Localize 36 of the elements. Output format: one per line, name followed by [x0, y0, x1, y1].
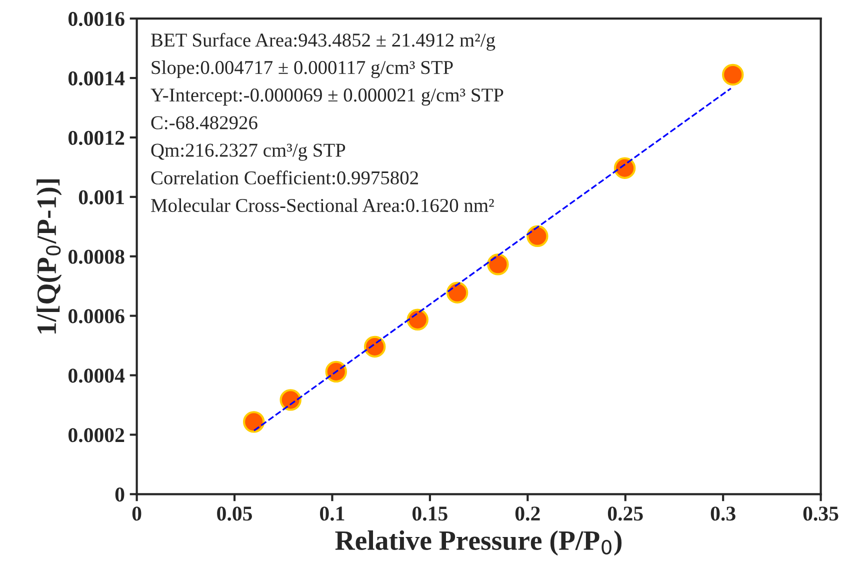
- x-tick-label: 0.15: [412, 506, 448, 521]
- annotation: Y-Intercept:-0.000069 ± 0.000021 g/cm³ STP: [150, 88, 504, 106]
- x-tick-label: 0: [132, 506, 142, 521]
- point: [242, 411, 265, 433]
- annotation: C:-68.482926: [151, 116, 258, 130]
- x-tick-label: 0.25: [608, 506, 643, 521]
- x-axis-title: Relative Pressure (P/P$_{0}$): [335, 530, 622, 556]
- annotation: Qm:216.2327 cm³/g STP: [151, 144, 346, 161]
- annotation: Molecular Cross-Sectional Area:0.1620 nm²: [151, 198, 494, 212]
- point: [487, 254, 509, 276]
- point: [406, 308, 428, 331]
- x-tick-label: 0.2: [515, 506, 540, 521]
- point: [526, 225, 548, 248]
- y-tick-label: 0.001: [78, 190, 124, 204]
- point: [446, 282, 468, 304]
- y-tick-label: 0: [115, 488, 124, 502]
- y-tick-label: 0.0002: [68, 428, 124, 442]
- point: [722, 64, 744, 86]
- y-axis-title: 1/[Q(P$_{0}$/P-1)]: [36, 179, 62, 334]
- annotation: Slope:0.004717 ± 0.000117 g/cm³ STP: [152, 60, 453, 78]
- annotation: Correlation Coefficient:0.9975802: [151, 170, 418, 185]
- point: [364, 336, 386, 358]
- annotation: BET Surface Area:943.4852 ± 21.4912 m²/g: [151, 32, 496, 51]
- point: [325, 360, 348, 383]
- y-tick-label: 0.0004: [68, 368, 125, 383]
- x-tick-label: 0.05: [217, 506, 252, 521]
- y-tick-label: 0.0006: [68, 309, 124, 324]
- point: [280, 389, 302, 411]
- y-tick-label: 0.0012: [68, 130, 124, 145]
- y-tick-label: 0.0008: [68, 250, 124, 264]
- point: [614, 157, 636, 179]
- x-tick-label: 0.3: [710, 506, 736, 521]
- x-tick-label: 0.1: [320, 506, 344, 521]
- y-tick-label: 0.0016: [68, 12, 124, 26]
- x-tick-label: 0.35: [803, 506, 838, 521]
- y-tick-label: 0.0014: [68, 71, 125, 86]
